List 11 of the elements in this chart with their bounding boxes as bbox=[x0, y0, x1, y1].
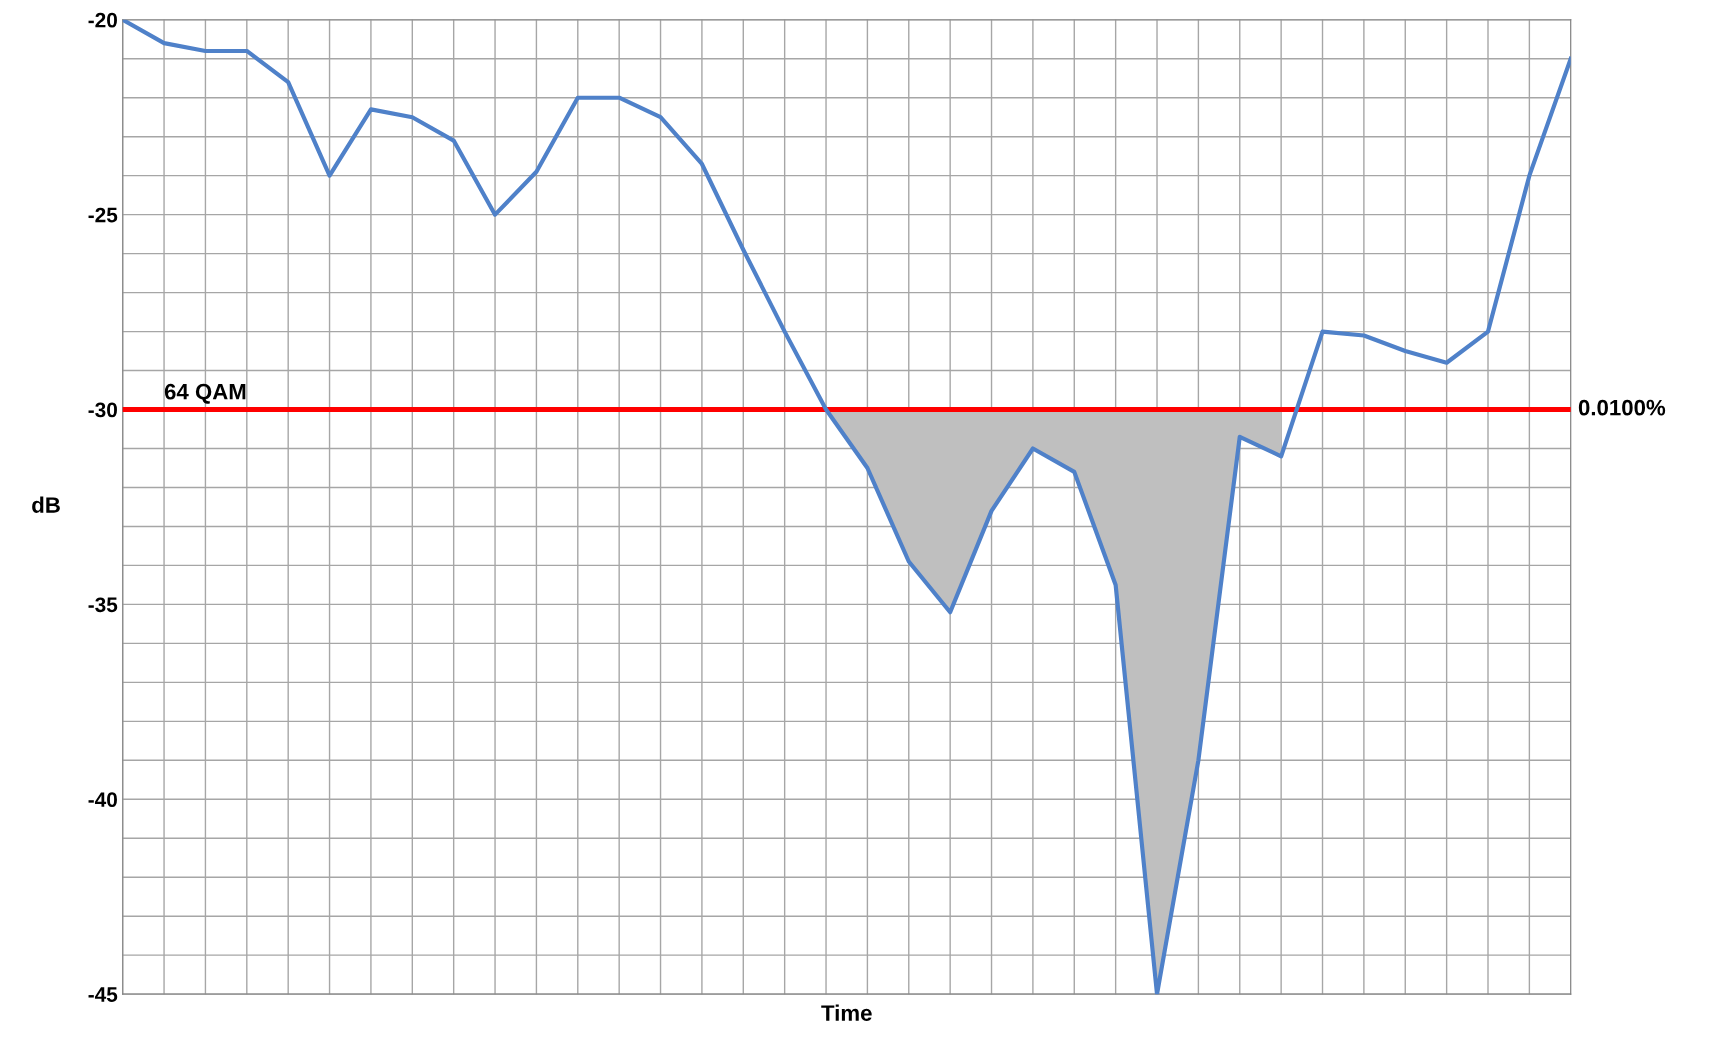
y-tick-label: -25 bbox=[88, 207, 118, 223]
x-axis-title: Time bbox=[821, 1004, 872, 1021]
text: 0.0100% bbox=[1578, 399, 1666, 416]
y-axis-title: dB bbox=[32, 496, 60, 513]
y-tick-label: -40 bbox=[88, 792, 117, 808]
ref-line-label: 64 QAM bbox=[164, 383, 246, 404]
y-tick-label: -20 bbox=[88, 12, 117, 28]
y-tick-label: -35 bbox=[88, 597, 118, 613]
y-tick-label: -45 bbox=[88, 987, 118, 1002]
y-tick-label: -30 bbox=[88, 402, 117, 418]
line-series bbox=[122, 19, 1571, 995]
